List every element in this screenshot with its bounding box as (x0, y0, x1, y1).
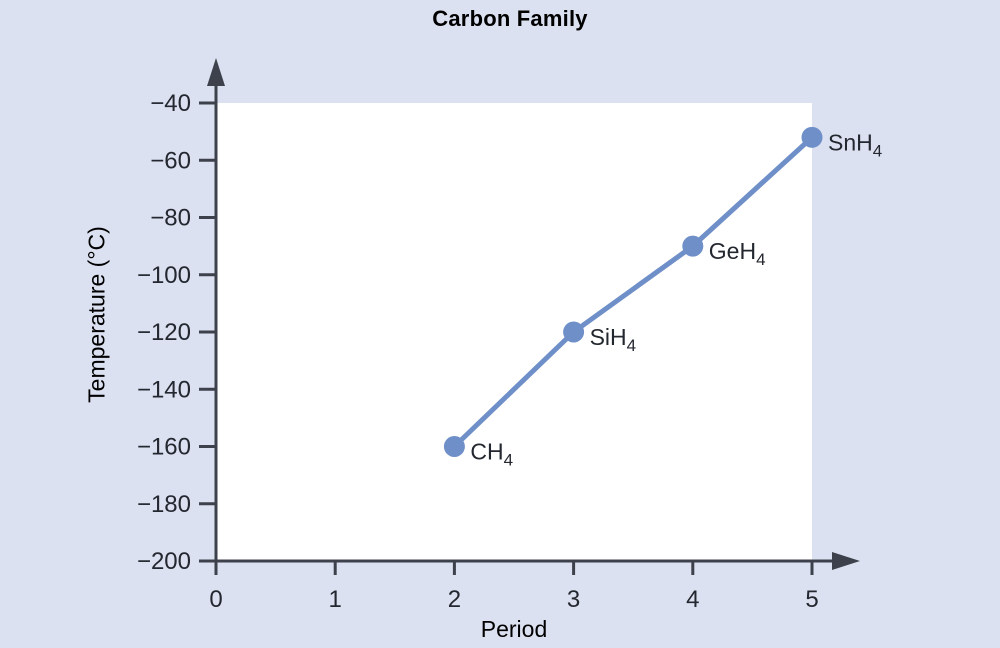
point-label-ch4: CH4 (470, 439, 513, 470)
data-point-geh4 (682, 235, 704, 257)
x-tick-label: 4 (686, 586, 699, 613)
chart-title: Carbon Family (432, 6, 588, 31)
x-tick-label: 1 (329, 586, 342, 613)
data-point-snh4 (801, 126, 823, 148)
point-label-sih4: SiH4 (590, 324, 637, 355)
x-tick-label: 3 (567, 586, 580, 613)
x-axis-label: Period (480, 616, 548, 642)
x-tick-label: 0 (209, 586, 222, 613)
data-point-sih4 (563, 321, 585, 343)
x-tick-label: 2 (448, 586, 461, 613)
y-tick-label: −140 (137, 376, 191, 403)
plot-area (216, 103, 812, 561)
y-tick-label: −200 (137, 548, 191, 575)
point-label-snh4: SnH4 (828, 129, 882, 160)
y-axis-label: Temperature (°C) (83, 226, 110, 403)
y-tick-label: −120 (137, 319, 191, 346)
y-tick-label: −180 (137, 491, 191, 518)
y-tick-label: −80 (150, 205, 191, 232)
data-point-ch4 (443, 436, 465, 457)
y-axis-arrow (207, 58, 225, 86)
x-axis-arrow (832, 552, 860, 570)
point-label-geh4: GeH4 (709, 238, 766, 269)
y-tick-label: −60 (150, 147, 191, 174)
y-tick-label: −160 (137, 434, 191, 461)
data-line (451, 134, 815, 449)
x-tick-label: 5 (805, 586, 818, 613)
y-tick-label: −100 (137, 262, 191, 289)
y-tick-label: −40 (150, 90, 191, 117)
